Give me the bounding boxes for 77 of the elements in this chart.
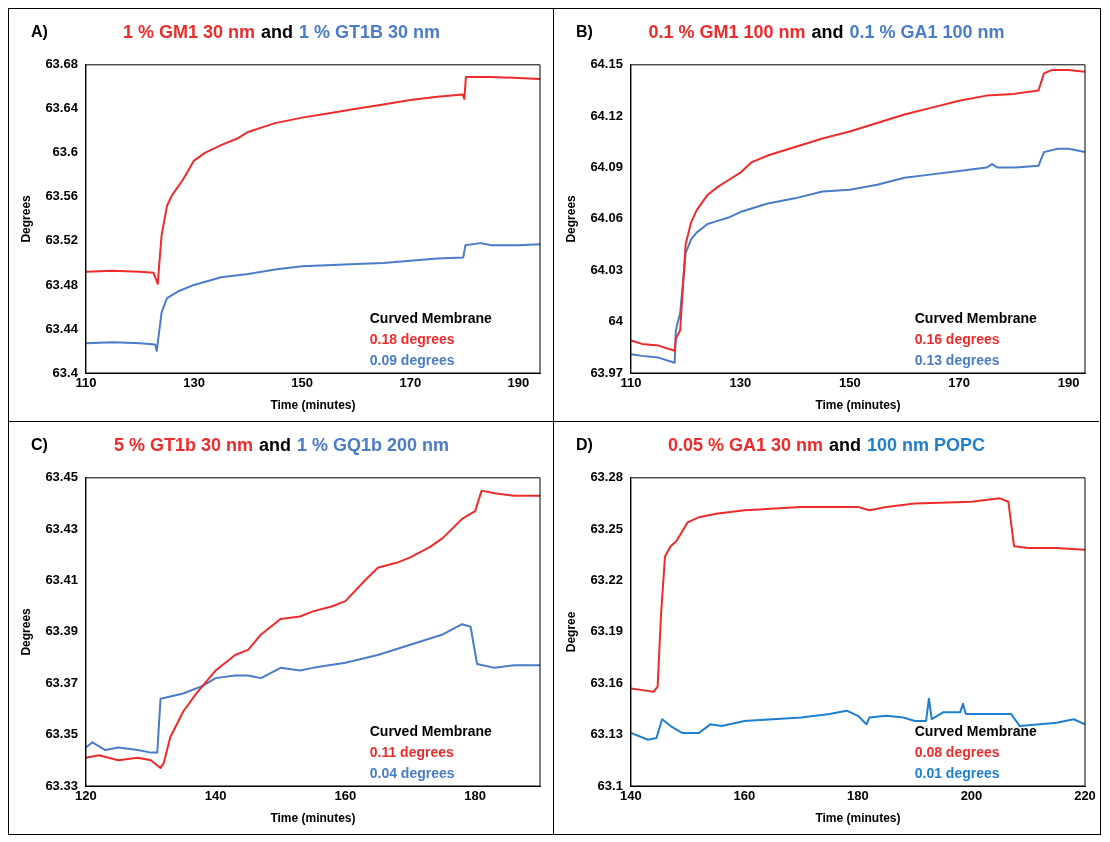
y-axis-title: Degrees	[563, 194, 578, 243]
text: C)	[31, 436, 48, 454]
x-tick-label: 160	[334, 788, 357, 804]
y-tick-label: 64.03	[590, 261, 623, 277]
y-tick-label: 63.13	[590, 726, 623, 742]
x-axis-title: Time (minutes)	[270, 811, 356, 826]
text: B)	[576, 23, 593, 41]
text: 0.1 % GM1 100 nm	[648, 22, 806, 42]
annotation: Curved Membrane	[369, 723, 493, 739]
y-tick-label: 63.68	[45, 56, 78, 72]
annotation: Curved Membrane	[914, 310, 1038, 326]
y-tick-label: 63.45	[45, 469, 78, 485]
x-tick-label: 170	[399, 375, 422, 391]
y-tick-label: 63.19	[590, 623, 623, 639]
text: 0.1 % GA1 100 nm	[849, 22, 1005, 42]
y-tick-label: 63.43	[45, 520, 78, 536]
text: and	[258, 435, 291, 455]
text: 1 % GT1B 30 nm	[299, 22, 441, 42]
y-tick-label: 63.41	[45, 572, 78, 588]
x-tick-label: 110	[620, 375, 642, 391]
y-tick-label: 64	[608, 313, 624, 329]
x-tick-label: 200	[960, 788, 983, 804]
text: and	[811, 22, 844, 42]
x-tick-label: 130	[183, 375, 205, 391]
annotation: 0.08 degrees	[914, 744, 1000, 760]
text: D)	[576, 436, 593, 454]
y-tick-label: 63.48	[45, 276, 78, 292]
y-tick-label: 63.64	[45, 100, 79, 116]
x-tick-label: 190	[1057, 375, 1080, 391]
text: 100 nm POPC	[867, 435, 986, 455]
annotation: 0.09 degrees	[369, 352, 455, 368]
x-tick-label: 190	[507, 375, 530, 391]
y-tick-label: 64.15	[590, 56, 623, 72]
annotation: Curved Membrane	[914, 723, 1038, 739]
text: and	[260, 22, 293, 42]
annotation: 0.11 degrees	[369, 744, 454, 760]
text: 5 % GT1b 30 nm	[113, 435, 253, 455]
y-tick-label: 63.16	[590, 674, 623, 690]
y-tick-label: 63.22	[590, 572, 623, 588]
y-tick-label: 64.09	[590, 159, 623, 175]
y-tick-label: 64.12	[590, 107, 623, 123]
y-tick-label: 63.39	[45, 623, 78, 639]
y-tick-label: 63.35	[45, 726, 78, 742]
y-tick-label: 64.06	[590, 210, 623, 226]
x-tick-label: 150	[838, 375, 861, 391]
y-tick-label: 63.44	[45, 320, 79, 336]
x-tick-label: 180	[464, 788, 486, 804]
annotation: 0.18 degrees	[369, 331, 455, 347]
text: 1 % GQ1b 200 nm	[297, 435, 450, 455]
y-tick-label: 63.56	[45, 188, 78, 204]
y-axis-title: Degrees	[18, 194, 33, 243]
annotation: Curved Membrane	[369, 310, 493, 326]
annotation: 0.04 degrees	[369, 765, 455, 781]
y-axis-title: Degree	[563, 611, 578, 653]
y-tick-label: 63.25	[590, 520, 623, 536]
x-axis-title: Time (minutes)	[815, 398, 901, 413]
y-tick-label: 63.37	[45, 674, 78, 690]
annotation: 0.16 degrees	[914, 331, 1000, 347]
x-tick-label: 150	[291, 375, 314, 391]
x-tick-label: 140	[204, 788, 227, 804]
y-axis-title: Degrees	[18, 607, 33, 656]
x-tick-label: 160	[733, 788, 756, 804]
annotation: 0.13 degrees	[914, 352, 1000, 368]
text: and	[829, 435, 862, 455]
y-tick-label: 63.6	[52, 144, 78, 160]
x-tick-label: 180	[847, 788, 869, 804]
annotation: 0.01 degrees	[914, 765, 1000, 781]
x-axis-title: Time (minutes)	[270, 398, 356, 413]
text: 0.05 % GA1 30 nm	[667, 435, 823, 455]
text: 1 % GM1 30 nm	[122, 22, 255, 42]
y-tick-label: 63.52	[45, 232, 78, 248]
x-tick-label: 170	[948, 375, 971, 391]
y-tick-label: 63.28	[590, 469, 623, 485]
x-axis-title: Time (minutes)	[815, 811, 901, 826]
text: A)	[31, 23, 48, 41]
x-tick-label: 220	[1074, 788, 1096, 804]
x-tick-label: 130	[729, 375, 752, 391]
